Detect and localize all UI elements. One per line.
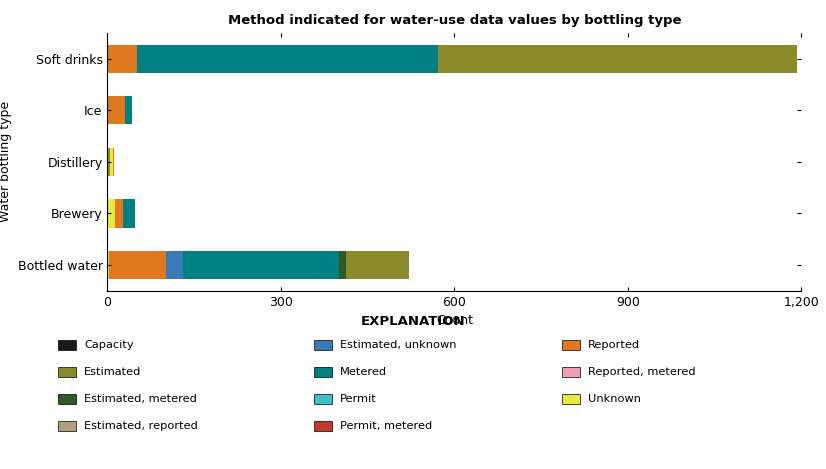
Bar xyxy=(108,251,166,279)
Text: Permit, metered: Permit, metered xyxy=(340,421,433,431)
Bar xyxy=(107,96,125,124)
Y-axis label: Water bottling type: Water bottling type xyxy=(0,101,12,222)
Text: Estimated: Estimated xyxy=(84,367,141,377)
Text: Estimated, unknown: Estimated, unknown xyxy=(340,340,457,350)
Bar xyxy=(107,148,111,176)
Bar xyxy=(125,96,131,124)
Text: Estimated, metered: Estimated, metered xyxy=(84,394,197,404)
Bar xyxy=(137,45,438,73)
X-axis label: Count: Count xyxy=(436,314,472,327)
Bar xyxy=(166,251,183,279)
Text: Metered: Metered xyxy=(340,367,387,377)
Bar xyxy=(107,45,137,73)
Text: EXPLANATION: EXPLANATION xyxy=(361,315,465,328)
Bar xyxy=(438,45,796,73)
Text: Reported: Reported xyxy=(588,340,640,350)
Bar xyxy=(107,251,108,279)
Text: Unknown: Unknown xyxy=(588,394,641,404)
Text: Capacity: Capacity xyxy=(84,340,134,350)
Bar xyxy=(112,148,114,176)
Text: Permit: Permit xyxy=(340,394,377,404)
Title: Method indicated for water-use data values by bottling type: Method indicated for water-use data valu… xyxy=(227,15,681,28)
Bar xyxy=(345,251,409,279)
Bar xyxy=(183,251,339,279)
Bar xyxy=(115,199,123,227)
Text: Reported, metered: Reported, metered xyxy=(588,367,695,377)
Bar xyxy=(123,199,135,227)
Bar xyxy=(111,148,112,176)
Bar xyxy=(339,251,345,279)
Bar xyxy=(107,199,115,227)
Text: Estimated, reported: Estimated, reported xyxy=(84,421,198,431)
